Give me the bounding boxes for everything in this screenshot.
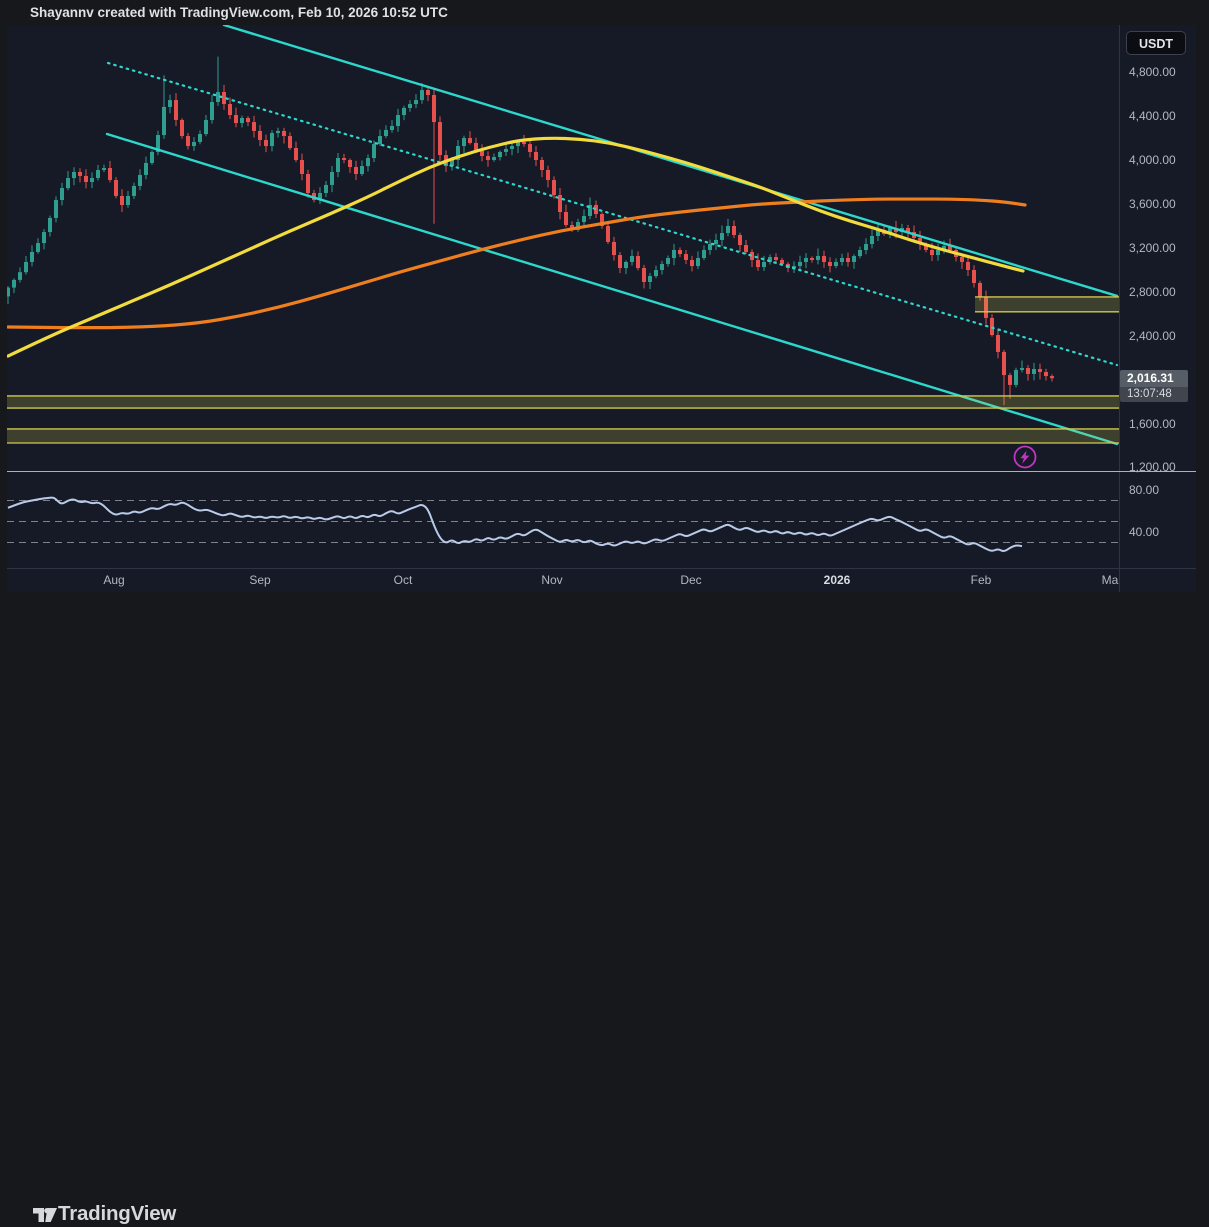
- price-axis-label: 4,800.00: [1129, 65, 1176, 79]
- price-axis-label: 4,000.00: [1129, 153, 1176, 167]
- time-axis-label: Oct: [393, 573, 413, 587]
- time-axis[interactable]: [7, 568, 1119, 592]
- time-axis-label: Aug: [103, 573, 125, 587]
- time-axis-label: Nov: [541, 573, 563, 587]
- price-axis-label: 1,200.00: [1129, 460, 1176, 474]
- time-axis-label: Ma: [1101, 573, 1119, 587]
- last-price-label: 2,016.31: [1120, 370, 1188, 387]
- brand-name: TradingView: [58, 1202, 177, 1225]
- chart-title: Shayannv created with TradingView.com, F…: [30, 5, 448, 20]
- price-axis-label: 3,600.00: [1129, 197, 1176, 211]
- price-axis-label: 3,200.00: [1129, 241, 1176, 255]
- chart-panel[interactable]: [7, 25, 1196, 592]
- price-axis-label: 4,400.00: [1129, 109, 1176, 123]
- time-axis-label: Dec: [680, 573, 702, 587]
- rsi-axis-label: 80.00: [1129, 483, 1160, 497]
- currency-toggle-button[interactable]: USDT: [1126, 31, 1186, 55]
- footer-bar: TradingView: [0, 592, 1209, 1225]
- time-axis-label: 2026: [823, 573, 851, 587]
- boost-flash-button[interactable]: [1010, 442, 1040, 472]
- price-axis[interactable]: [1119, 25, 1196, 592]
- chart-canvas[interactable]: [7, 25, 1196, 592]
- candle-countdown-label: 13:07:48: [1120, 387, 1188, 402]
- tradingview-logo-icon: [33, 1208, 57, 1222]
- time-axis-label: Feb: [970, 573, 992, 587]
- price-axis-label: 2,800.00: [1129, 285, 1176, 299]
- lightning-icon: [1013, 445, 1037, 469]
- rsi-axis-label: 40.00: [1129, 525, 1160, 539]
- title-bar: Shayannv created with TradingView.com, F…: [0, 0, 1209, 25]
- time-axis-label: Sep: [249, 573, 271, 587]
- price-axis-label: 1,600.00: [1129, 417, 1176, 431]
- price-axis-label: 2,400.00: [1129, 329, 1176, 343]
